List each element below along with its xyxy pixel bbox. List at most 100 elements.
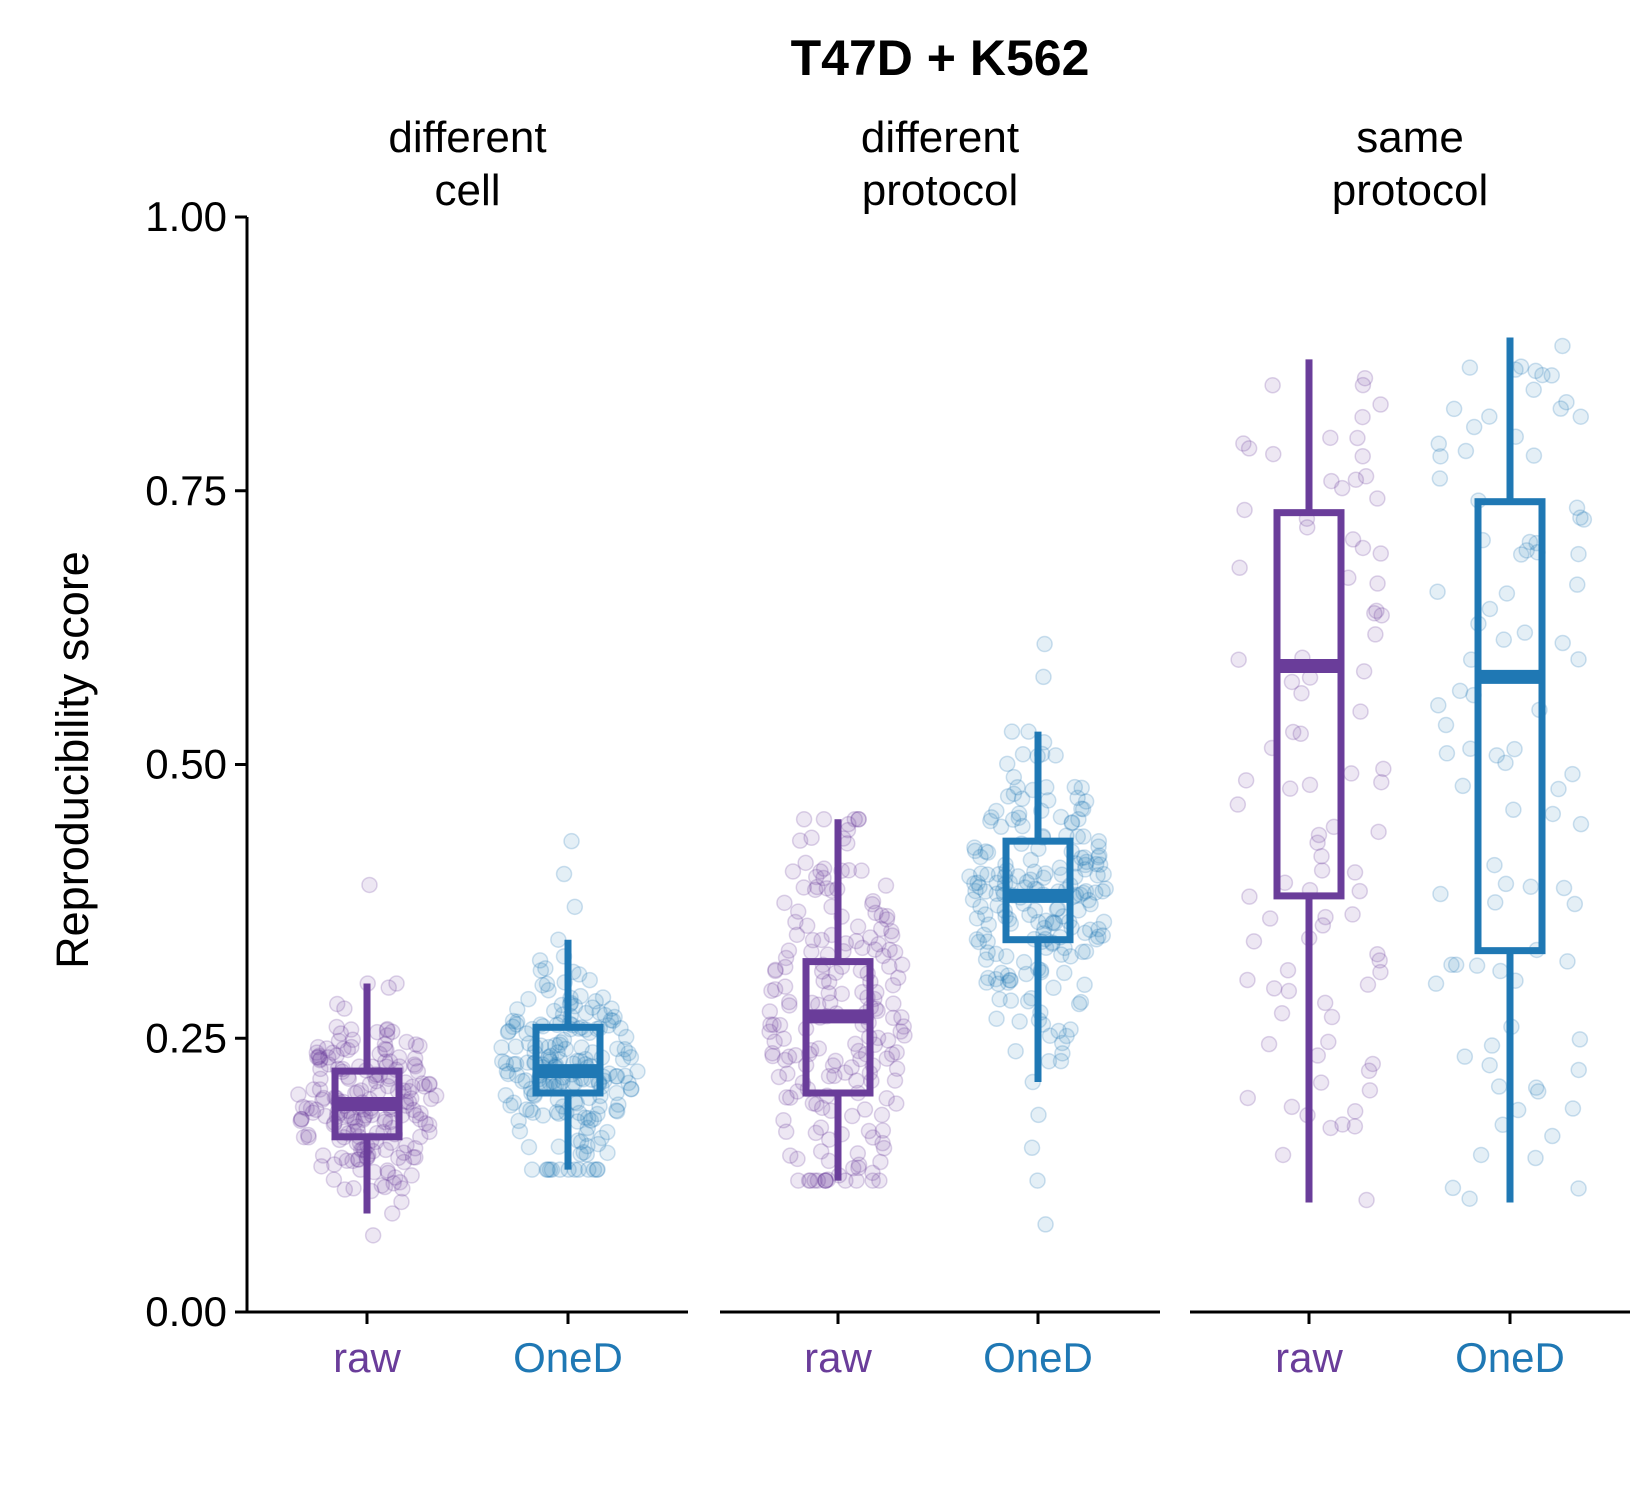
- x-tick-label: raw: [333, 1334, 401, 1381]
- data-point: [376, 1040, 394, 1058]
- data-point: [1080, 891, 1097, 909]
- data-point: [339, 1041, 357, 1059]
- data-point: [1527, 1149, 1544, 1167]
- data-point: [305, 1081, 322, 1098]
- data-point: [1240, 440, 1258, 457]
- data-point: [1054, 1045, 1071, 1062]
- data-point: [1005, 785, 1023, 803]
- data-point: [355, 1111, 372, 1128]
- data-point: [1015, 953, 1033, 971]
- data-point: [888, 1044, 905, 1061]
- data-point: [1298, 519, 1316, 536]
- data-point: [1497, 875, 1515, 893]
- data-point: [407, 1149, 424, 1166]
- data-point: [578, 1125, 595, 1143]
- data-point: [393, 1193, 410, 1211]
- data-point: [1087, 884, 1104, 901]
- data-point: [1075, 828, 1092, 845]
- data-point: [300, 1126, 317, 1144]
- data-point: [1283, 673, 1301, 691]
- data-point: [1019, 993, 1037, 1010]
- data-point: [1432, 448, 1449, 465]
- data-point: [776, 958, 794, 976]
- data-point: [318, 1040, 336, 1057]
- data-point: [833, 985, 851, 1003]
- data-point: [1274, 1146, 1292, 1164]
- data-point: [332, 1025, 350, 1042]
- data-point: [889, 969, 907, 987]
- data-point: [1334, 1116, 1351, 1133]
- data-point: [1077, 793, 1095, 810]
- data-point: [616, 1041, 634, 1058]
- data-point: [1351, 882, 1369, 900]
- data-point: [608, 1084, 625, 1102]
- data-point: [874, 1122, 892, 1139]
- data-point: [378, 1027, 396, 1044]
- data-point: [1020, 723, 1037, 740]
- data-point: [379, 1077, 397, 1095]
- data-point: [991, 991, 1008, 1008]
- data-point: [878, 911, 896, 928]
- data-point: [549, 1044, 566, 1061]
- data-point: [979, 933, 996, 950]
- data-point: [325, 1171, 343, 1188]
- data-point: [1498, 585, 1516, 602]
- data-point: [1239, 971, 1256, 989]
- data-point: [864, 1164, 881, 1182]
- data-point: [978, 974, 995, 991]
- box: [1273, 509, 1345, 900]
- data-point: [420, 1116, 438, 1134]
- data-point: [412, 1128, 429, 1146]
- data-point: [987, 945, 1005, 963]
- data-point: [878, 907, 896, 925]
- data-point: [782, 1147, 799, 1164]
- data-point: [343, 1038, 360, 1056]
- data-point: [607, 1068, 625, 1085]
- data-point: [1572, 815, 1590, 833]
- data-point: [883, 1046, 901, 1063]
- data-point: [888, 1060, 906, 1077]
- data-point: [330, 1032, 348, 1050]
- data-point: [790, 1172, 807, 1189]
- data-point: [871, 1172, 888, 1189]
- data-point: [407, 1036, 425, 1053]
- data-point: [398, 1033, 415, 1051]
- data-point: [402, 1090, 420, 1107]
- data-point: [808, 878, 826, 896]
- data-point: [1521, 533, 1539, 551]
- data-point: [1437, 716, 1455, 734]
- data-point: [812, 1143, 830, 1160]
- data-point: [820, 1067, 838, 1085]
- data-point: [570, 966, 588, 983]
- data-point: [309, 1038, 327, 1056]
- y-tick-label: 1.00: [145, 193, 227, 240]
- data-point: [371, 1045, 388, 1063]
- data-point: [806, 1172, 823, 1189]
- data-point: [1430, 435, 1448, 452]
- data-point: [395, 1153, 413, 1171]
- data-point: [538, 1161, 556, 1178]
- data-point: [850, 811, 867, 828]
- panel-label-line: protocol: [862, 166, 1019, 215]
- data-point: [850, 1156, 868, 1174]
- data-point: [878, 1090, 896, 1107]
- data-point: [872, 1153, 889, 1171]
- data-point: [886, 943, 904, 961]
- data-point: [326, 1156, 343, 1173]
- data-point: [540, 981, 557, 999]
- data-point: [522, 1101, 539, 1119]
- data-point: [1323, 1008, 1341, 1026]
- data-point: [1512, 546, 1530, 563]
- data-point: [765, 1016, 782, 1034]
- x-tick-label: OneD: [1455, 1334, 1565, 1381]
- data-point: [307, 1101, 325, 1119]
- data-point: [376, 1035, 394, 1053]
- data-point: [1486, 856, 1503, 874]
- data-point: [1047, 747, 1064, 764]
- data-point: [1372, 396, 1389, 413]
- data-point: [497, 1055, 515, 1072]
- data-point: [379, 1162, 396, 1179]
- data-point: [1364, 1055, 1381, 1073]
- data-point: [507, 1038, 525, 1055]
